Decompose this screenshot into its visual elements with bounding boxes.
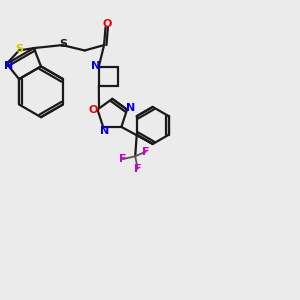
Text: F: F [134,164,141,174]
Text: F: F [142,147,149,157]
Text: S: S [15,44,23,54]
Text: O: O [89,105,98,115]
Text: F: F [119,154,126,164]
Text: N: N [4,61,13,70]
Text: N: N [91,61,100,71]
Text: N: N [126,103,135,113]
Text: S: S [59,39,67,49]
Text: N: N [100,125,109,136]
Text: O: O [102,19,112,28]
